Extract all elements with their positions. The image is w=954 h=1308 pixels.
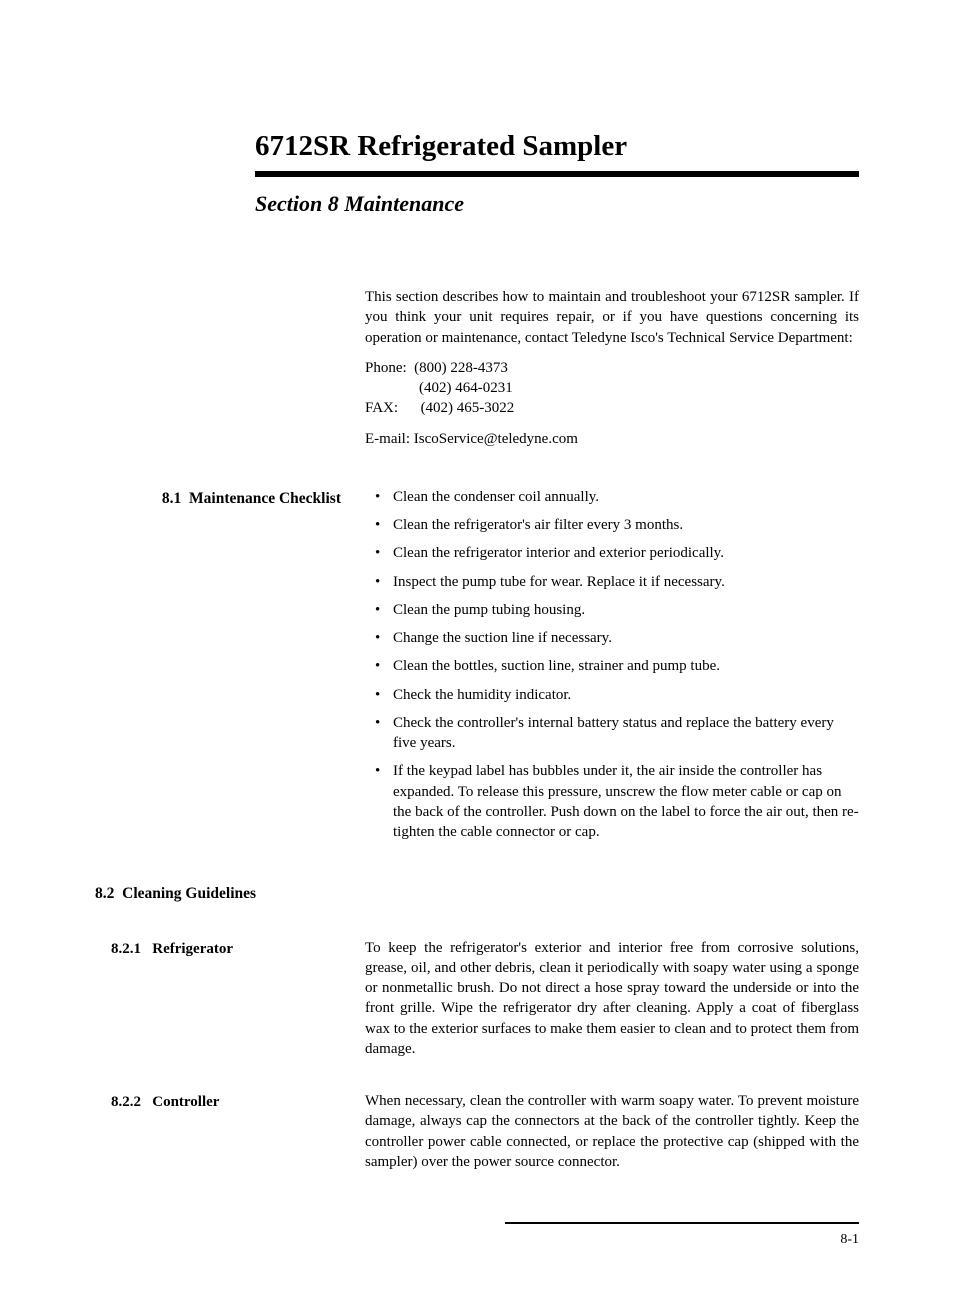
title-rule [255,171,859,177]
document-title: 6712SR Refrigerated Sampler [255,130,859,163]
section-8-2-1: 8.2.1 Refrigerator To keep the refrigera… [95,938,859,1060]
contact-block: Phone: (800) 228-4373 (402) 464-0231 FAX… [365,358,859,419]
list-item: Check the humidity indicator. [393,685,859,705]
phone-1: (800) 228-4373 [414,360,508,376]
list-item: If the keypad label has bubbles under it… [393,761,859,842]
list-item: Clean the pump tubing housing. [393,600,859,620]
section-8-2-2: 8.2.2 Controller When necessary, clean t… [95,1091,859,1172]
list-item: Clean the condenser coil annually. [393,487,859,507]
section-heading-8-2: Cleaning Guidelines [122,885,256,902]
footer-rule [505,1222,859,1224]
fax-number: (402) 465-3022 [421,400,515,416]
section-number-8-2-2: 8.2.2 [111,1094,141,1110]
refrigerator-body: To keep the refrigerator's exterior and … [365,938,859,1060]
list-item: Inspect the pump tube for wear. Replace … [393,572,859,592]
section-heading-8-2-2: Controller [152,1094,219,1110]
section-number-8-1: 8.1 [162,490,181,507]
list-item: Clean the refrigerator interior and exte… [393,543,859,563]
list-item: Check the controller's internal battery … [393,713,859,754]
fax-label: FAX: [365,400,398,416]
intro-block: This section describes how to maintain a… [95,287,859,449]
maintenance-checklist: Clean the condenser coil annually. Clean… [365,487,859,843]
email-address: IscoService@teledyne.com [414,431,578,447]
page-number: 8-1 [95,1232,859,1248]
section-number-8-2-1: 8.2.1 [111,941,141,957]
phone-label: Phone: [365,360,407,376]
section-heading-8-2-1: Refrigerator [152,941,233,957]
intro-paragraph: This section describes how to maintain a… [365,287,859,348]
section-8-1: 8.1 Maintenance Checklist Clean the cond… [95,487,859,851]
phone-2: (402) 464-0231 [419,380,513,396]
list-item: Clean the bottles, suction line, straine… [393,656,859,676]
section-number-8-2: 8.2 [95,885,114,902]
controller-body: When necessary, clean the controller wit… [365,1091,859,1172]
section-title: Section 8 Maintenance [255,191,859,217]
section-heading-8-1: Maintenance Checklist [189,490,341,507]
email-label: E-mail: [365,431,410,447]
list-item: Clean the refrigerator's air filter ever… [393,515,859,535]
section-8-2: 8.2 Cleaning Guidelines [95,882,859,905]
list-item: Change the suction line if necessary. [393,628,859,648]
